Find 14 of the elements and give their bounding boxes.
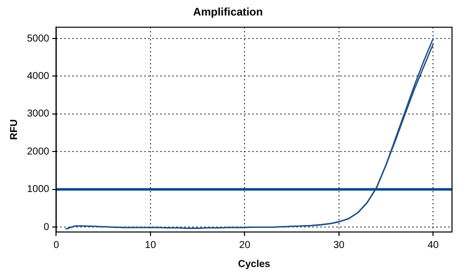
y-tick-label: 2000 xyxy=(26,146,50,158)
x-tick-label: 20 xyxy=(239,240,251,251)
y-tick-label: 3000 xyxy=(26,108,50,120)
y-tick-label: 5000 xyxy=(26,33,50,44)
chart-title: Amplification xyxy=(193,6,264,19)
y-axis-title: RFU xyxy=(8,119,20,140)
x-tick-label: 10 xyxy=(144,240,156,251)
x-tick-label: 40 xyxy=(428,240,440,251)
y-tick-label: 1000 xyxy=(26,184,50,196)
y-tick-label: 4000 xyxy=(26,70,50,82)
x-tick-label: 30 xyxy=(333,240,345,251)
x-tick-label: 0 xyxy=(53,240,60,251)
x-axis-title: Cycles xyxy=(238,258,271,270)
y-tick-label: 0 xyxy=(44,222,50,233)
